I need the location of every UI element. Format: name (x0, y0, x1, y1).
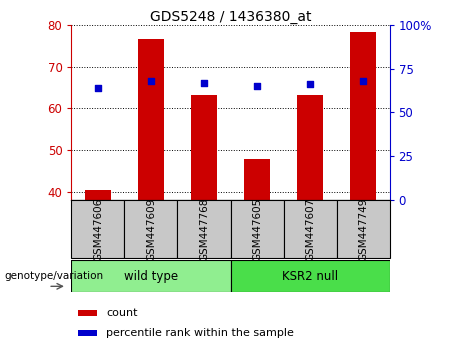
FancyBboxPatch shape (71, 260, 230, 292)
Bar (244, 159, 270, 200)
Point (200, 81, 207, 86)
FancyBboxPatch shape (337, 200, 390, 258)
Text: genotype/variation: genotype/variation (5, 271, 104, 281)
Bar (138, 39, 164, 200)
Point (148, 78, 155, 84)
Text: GSM447609: GSM447609 (146, 198, 156, 261)
Text: wild type: wild type (124, 270, 178, 282)
FancyBboxPatch shape (177, 200, 230, 258)
Text: KSR2 null: KSR2 null (282, 270, 338, 282)
Text: GSM447605: GSM447605 (252, 198, 262, 261)
Text: GSM447768: GSM447768 (199, 198, 209, 261)
Title: GDS5248 / 1436380_at: GDS5248 / 1436380_at (150, 10, 311, 24)
Text: GSM447606: GSM447606 (93, 198, 103, 261)
Text: percentile rank within the sample: percentile rank within the sample (106, 328, 294, 338)
Bar (78, 310, 97, 316)
Text: count: count (106, 308, 138, 318)
Bar (85, 190, 111, 200)
FancyBboxPatch shape (284, 200, 337, 258)
Point (254, 83, 261, 89)
Bar (350, 32, 376, 200)
Point (359, 78, 366, 84)
FancyBboxPatch shape (230, 200, 284, 258)
Bar (191, 95, 217, 200)
Text: GSM447607: GSM447607 (305, 198, 315, 261)
Bar (297, 95, 323, 200)
FancyBboxPatch shape (124, 200, 177, 258)
Point (94, 85, 101, 91)
Point (306, 81, 313, 87)
FancyBboxPatch shape (71, 200, 124, 258)
FancyBboxPatch shape (230, 260, 390, 292)
Text: GSM447749: GSM447749 (358, 198, 368, 261)
Bar (78, 330, 97, 336)
